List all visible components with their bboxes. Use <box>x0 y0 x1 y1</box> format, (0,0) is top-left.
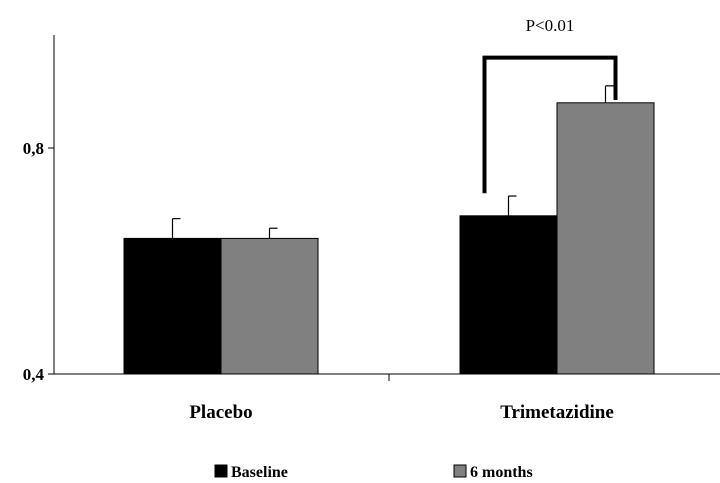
labels: Placebo Trimetazidine <box>189 402 613 423</box>
bar-trimetazidine-baseline <box>459 215 558 375</box>
legend-swatch-6-months <box>453 464 467 478</box>
bars <box>123 102 655 375</box>
legend-label-baseline: Baseline <box>231 464 288 481</box>
y-tick-label: 0,4 <box>23 365 45 384</box>
significance-label: P<0.01 <box>526 16 575 35</box>
bar-placebo-6-months <box>220 237 319 375</box>
bar-trimetazidine-6-months <box>556 102 655 375</box>
legend: Baseline 6 months <box>214 464 533 481</box>
category-label-trimetazidine: Trimetazidine <box>500 402 614 423</box>
bar-placebo-baseline <box>123 237 222 375</box>
legend-label-6-months: 6 months <box>470 464 533 481</box>
legend-swatch-baseline <box>214 464 228 478</box>
category-label-placebo: Placebo <box>189 402 252 423</box>
error-bars <box>171 85 614 239</box>
annotations: P<0.01 <box>482 16 618 194</box>
significance-bracket <box>482 55 618 194</box>
y-tick-label: 0,8 <box>23 139 44 158</box>
